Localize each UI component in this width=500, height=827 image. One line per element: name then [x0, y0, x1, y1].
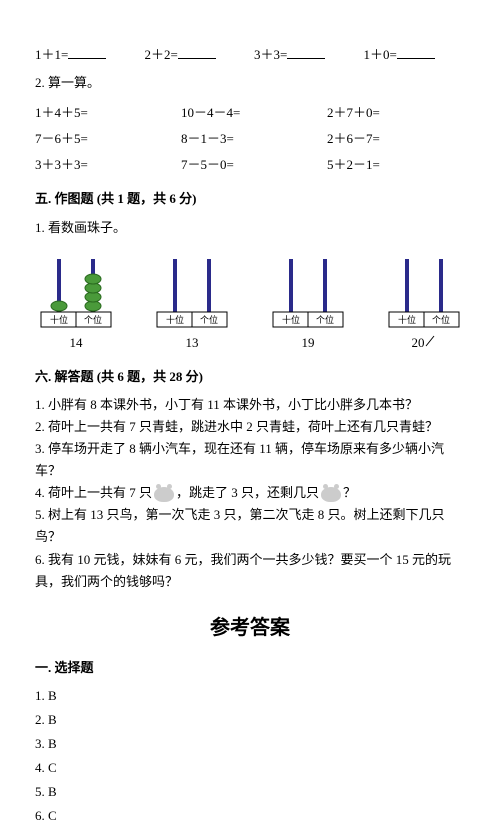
- svg-text:十位: 十位: [398, 314, 416, 325]
- wp-text: 小胖有 8 本课外书，小丁有 11 本课外书，小丁比小胖多几本书？: [48, 397, 418, 412]
- calc-cell: 3＋3＋3=: [35, 154, 173, 176]
- svg-text:个位: 个位: [200, 314, 218, 325]
- abacus-svg: 十位 个位: [267, 254, 349, 329]
- wp-1: 1. 小胖有 8 本课外书，小丁有 11 本课外书，小丁比小胖多几本书？: [35, 394, 465, 416]
- answer-line: 1. B: [35, 685, 465, 707]
- calc-cell: 2＋7＋0=: [327, 102, 465, 124]
- wp-2: 2. 荷叶上一共有 7 只青蛙，跳进水中 2 只青蛙，荷叶上还有几只青蛙？: [35, 416, 465, 438]
- answer-section-1: 一. 选择题: [35, 657, 465, 679]
- blank: [397, 46, 435, 59]
- wp-text: 树上有 13 只鸟，第一次飞走 3 只，第二次飞走 8 只。树上还剩下几只鸟？: [35, 507, 445, 544]
- calc-cell: 1＋4＋5=: [35, 102, 173, 124]
- frog-icon: [154, 487, 174, 502]
- wp-text: 我有 10 元钱，妹妹有 6 元，我们两个一共多少钱？要买一个 15 元的玩具，…: [35, 552, 451, 589]
- blank: [68, 46, 106, 59]
- svg-text:十位: 十位: [166, 314, 184, 325]
- answer-line: 5. B: [35, 781, 465, 803]
- abacus-number: 14: [70, 332, 83, 354]
- answer-line: 4. C: [35, 757, 465, 779]
- wp-text: ？: [343, 485, 356, 500]
- eq-item: 3＋3=: [254, 44, 356, 66]
- abacus-row: 十位 个位 14 十位 个位 13 十位 个位 19 十位 个位 20: [35, 254, 465, 354]
- calc-cell: 7－6＋5=: [35, 128, 173, 150]
- calc-header: 2. 算一算。: [35, 72, 465, 94]
- calc-cell: 2＋6－7=: [327, 128, 465, 150]
- wp-text: ，跳走了 3 只，还剩几只: [176, 485, 319, 500]
- calc-cell: 8－1－3=: [181, 128, 319, 150]
- abacus-svg: 十位 个位: [151, 254, 233, 329]
- eq-item: 1＋1=: [35, 44, 137, 66]
- answer-title: 参考答案: [35, 611, 465, 645]
- wp-5: 5. 树上有 13 只鸟，第一次飞走 3 只，第二次飞走 8 只。树上还剩下几只…: [35, 504, 465, 548]
- eq-text: 1＋0=: [364, 47, 397, 62]
- calc-row: 1＋4＋5= 10－4－4= 2＋7＋0=: [35, 102, 465, 124]
- wp-3: 3. 停车场开走了 8 辆小汽车，现在还有 11 辆，停车场原来有多少辆小汽车？: [35, 438, 465, 482]
- calc-cell: 5＋2－1=: [327, 154, 465, 176]
- word-problems: 1. 小胖有 8 本课外书，小丁有 11 本课外书，小丁比小胖多几本书？ 2. …: [35, 394, 465, 593]
- answer-line: 2. B: [35, 709, 465, 731]
- calc-row: 3＋3＋3= 7－5－0= 5＋2－1=: [35, 154, 465, 176]
- svg-text:个位: 个位: [432, 314, 450, 325]
- answer-list: 1. B 2. B 3. B 4. C 5. B 6. C: [35, 685, 465, 827]
- svg-text:个位: 个位: [316, 314, 334, 325]
- eq-text: 1＋1=: [35, 47, 68, 62]
- wp-4: 4. 荷叶上一共有 7 只，跳走了 3 只，还剩几只？: [35, 482, 465, 504]
- s5-p1-text: 1. 看数画珠子。: [35, 217, 465, 239]
- eq-item: 1＋0=: [364, 44, 466, 66]
- calc-grid: 1＋4＋5= 10－4－4= 2＋7＋0= 7－6＋5= 8－1－3= 2＋6－…: [35, 102, 465, 176]
- wp-text: 荷叶上一共有 7 只: [48, 485, 152, 500]
- abacus-number: 20: [412, 332, 437, 354]
- abacus-svg: 十位 个位: [383, 254, 465, 329]
- wp-text: 停车场开走了 8 辆小汽车，现在还有 11 辆，停车场原来有多少辆小汽车？: [35, 441, 444, 478]
- blank: [178, 46, 216, 59]
- abacus: 十位 个位 20: [383, 254, 465, 354]
- section-5-title: 五. 作图题 (共 1 题，共 6 分): [35, 188, 465, 210]
- abacus-svg: 十位 个位: [35, 254, 117, 329]
- abacus: 十位 个位 14: [35, 254, 117, 354]
- blank: [287, 46, 325, 59]
- section-6-title: 六. 解答题 (共 6 题，共 28 分): [35, 366, 465, 388]
- svg-text:个位: 个位: [84, 314, 102, 325]
- answer-line: 3. B: [35, 733, 465, 755]
- eq-text: 3＋3=: [254, 47, 287, 62]
- wp-6: 6. 我有 10 元钱，妹妹有 6 元，我们两个一共多少钱？要买一个 15 元的…: [35, 549, 465, 593]
- calc-cell: 7－5－0=: [181, 154, 319, 176]
- wp-text: 荷叶上一共有 7 只青蛙，跳进水中 2 只青蛙，荷叶上还有几只青蛙？: [48, 419, 438, 434]
- frog-icon: [321, 487, 341, 502]
- abacus-number: 13: [186, 332, 199, 354]
- answer-line: 6. C: [35, 805, 465, 827]
- abacus: 十位 个位 13: [151, 254, 233, 354]
- eq-item: 2＋2=: [145, 44, 247, 66]
- abacus: 十位 个位 19: [267, 254, 349, 354]
- abacus-number: 19: [302, 332, 315, 354]
- scratch-mark: [425, 335, 437, 347]
- svg-text:十位: 十位: [282, 314, 300, 325]
- equation-row-blanks: 1＋1= 2＋2= 3＋3= 1＋0=: [35, 44, 465, 66]
- calc-cell: 10－4－4=: [181, 102, 319, 124]
- svg-text:十位: 十位: [50, 314, 68, 325]
- eq-text: 2＋2=: [145, 47, 178, 62]
- calc-row: 7－6＋5= 8－1－3= 2＋6－7=: [35, 128, 465, 150]
